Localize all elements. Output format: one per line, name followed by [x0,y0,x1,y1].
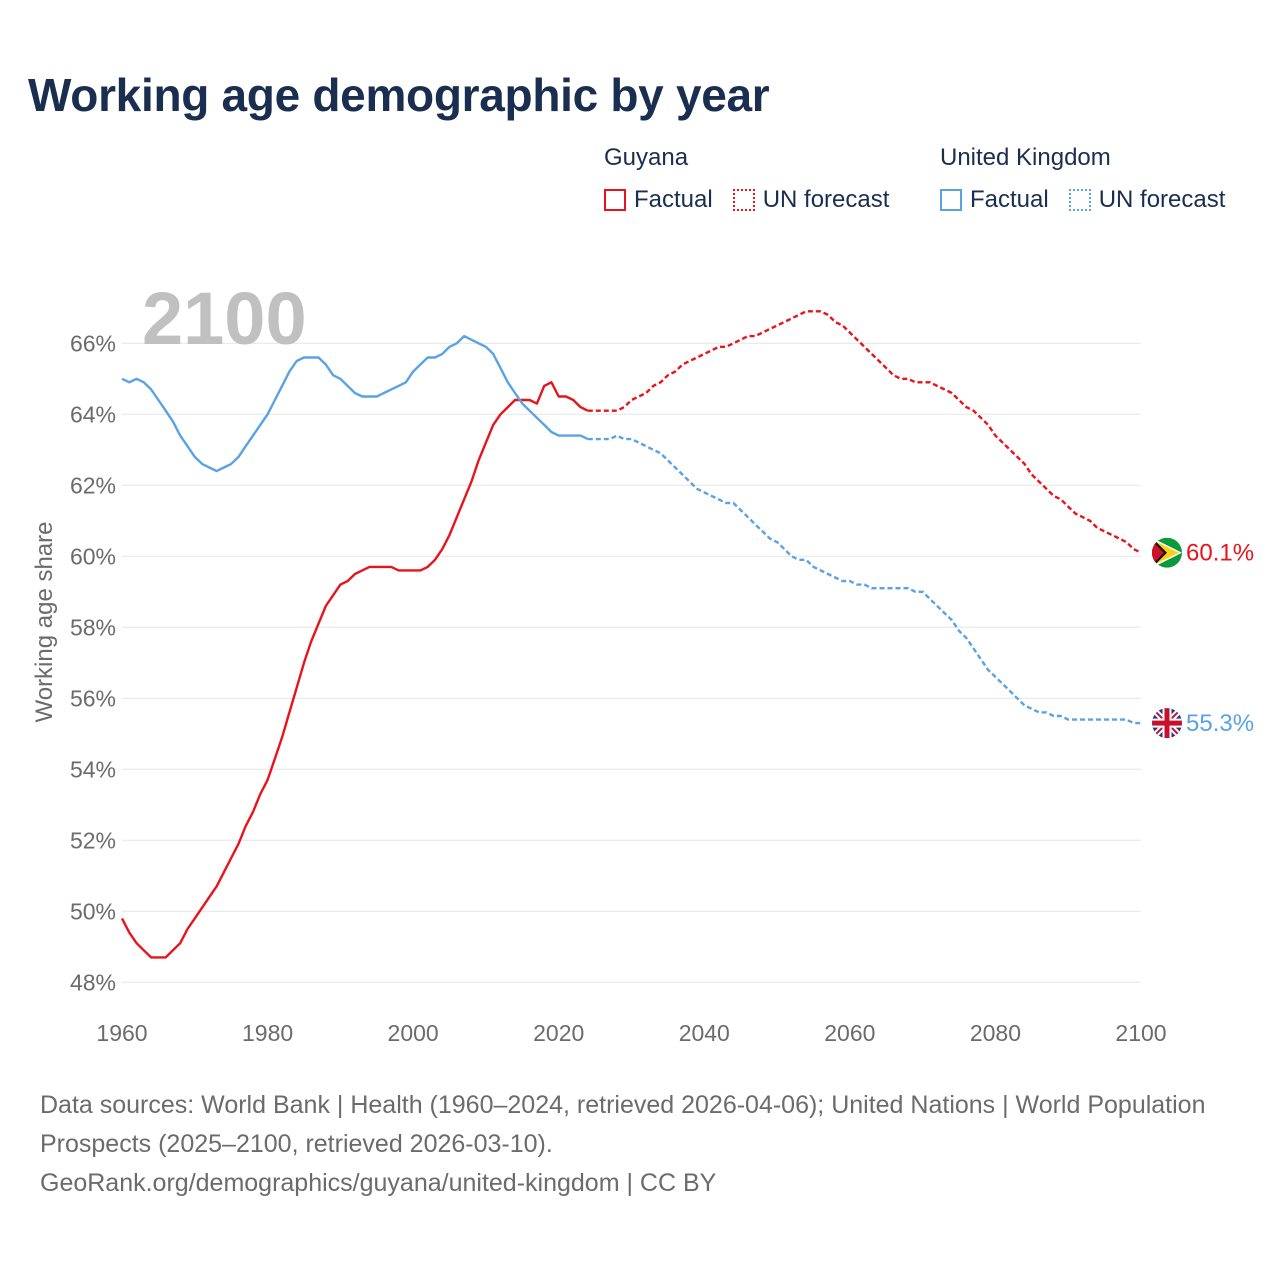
x-tick-label: 1960 [96,1020,147,1046]
y-tick-label: 60% [70,543,116,569]
legend-label: Factual [634,186,713,213]
footer: Data sources: World Bank | Health (1960–… [40,1086,1220,1203]
legend-group-name: Guyana [604,144,689,171]
y-tick-label: 48% [70,969,116,995]
legend-swatch-dotted [1068,189,1091,211]
y-tick-label: 62% [70,472,116,498]
page-title: Working age demographic by year [28,69,770,121]
legend-item-guyana-forecast[interactable]: UN forecast [732,186,890,214]
end-value-label: 55.3% [1186,710,1254,737]
legend-swatch-solid [604,189,626,211]
legend-swatch-solid [940,189,962,211]
tick-layer: 48% 50% 52% 54% 56% 58% 60% 62% 64% 66% 1960 1980 20… [70,330,1167,1046]
y-axis-label: Working age share [31,522,58,723]
guyana-flag-icon [1152,537,1182,568]
series-layer [120,310,1142,959]
end-value-label: 60.1% [1186,540,1254,567]
grid-layer [122,342,1141,983]
legend-item-uk-forecast[interactable]: UN forecast [1068,186,1226,214]
legend-swatch-dotted [732,189,755,211]
legend-label: UN forecast [1098,186,1226,213]
x-tick-label: 2100 [1115,1020,1166,1046]
uk-flag-icon [1152,708,1182,739]
x-tick-label: 2000 [388,1020,439,1046]
x-tick-label: 2060 [824,1020,875,1046]
y-tick-label: 58% [70,614,116,640]
line-chart: 2100 Working age share 48% 50% 52% 54% 56% 58… [31,277,1254,1046]
x-tick-label: 2040 [679,1020,730,1046]
end-label-layer: 60.1% 55.3% [1152,537,1254,739]
legend-item-guyana-factual[interactable]: Factual [604,186,713,214]
legend-group-united-kingdom: United Kingdom Factual UN forecast [940,144,1239,214]
legend-label: UN forecast [762,186,890,213]
y-tick-label: 66% [70,330,116,356]
series-line-uk-factual [121,334,589,473]
year-overlay: 2100 [142,277,307,360]
x-tick-label: 2020 [533,1020,584,1046]
x-tick-label: 2080 [970,1020,1021,1046]
series-line-guyana-factual [120,381,589,959]
legend-item-uk-factual[interactable]: Factual [940,186,1049,214]
legend-label: Factual [970,186,1049,213]
attribution-link[interactable]: GeoRank.org/demographics/guyana/united-k… [40,1169,717,1197]
y-tick-label: 56% [70,685,116,711]
legend-group-name: United Kingdom [940,144,1111,171]
y-tick-label: 64% [70,401,116,427]
y-tick-label: 54% [70,756,116,782]
y-tick-label: 52% [70,827,116,853]
x-tick-label: 1980 [242,1020,293,1046]
data-sources-text: Data sources: World Bank | Health (1960–… [40,1091,1206,1158]
legend-group-guyana: Guyana Factual UN forecast [604,144,903,214]
series-line-uk-forecast [587,434,1141,725]
y-tick-label: 50% [70,898,116,924]
series-line-guyana-forecast [587,310,1142,554]
